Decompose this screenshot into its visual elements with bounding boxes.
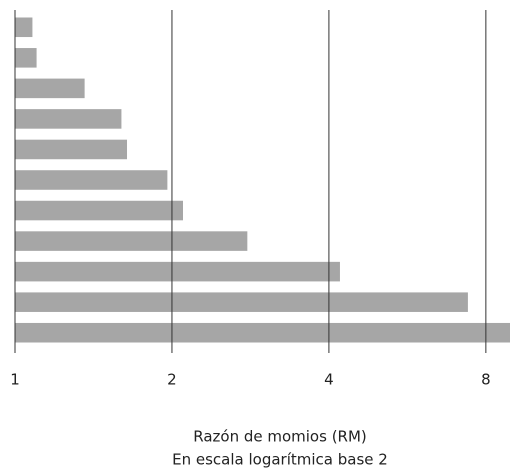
x-tick-label: 1 [10, 371, 20, 389]
bar [15, 292, 468, 312]
x-tick-label: 4 [324, 371, 334, 389]
bar [15, 139, 128, 160]
x-tick-label: 8 [481, 371, 491, 389]
x-axis-sublabel: En escala logarítmica base 2 [172, 451, 388, 469]
bar [15, 109, 122, 129]
x-axis-label: Razón de momios (RM) [193, 428, 367, 446]
bar [15, 261, 340, 282]
bar [15, 231, 248, 251]
bar [15, 78, 85, 99]
bar [15, 322, 510, 343]
bar [15, 17, 33, 38]
x-tick-label: 2 [167, 371, 177, 389]
bar [15, 200, 184, 221]
bar [15, 170, 168, 190]
bar [15, 48, 37, 68]
